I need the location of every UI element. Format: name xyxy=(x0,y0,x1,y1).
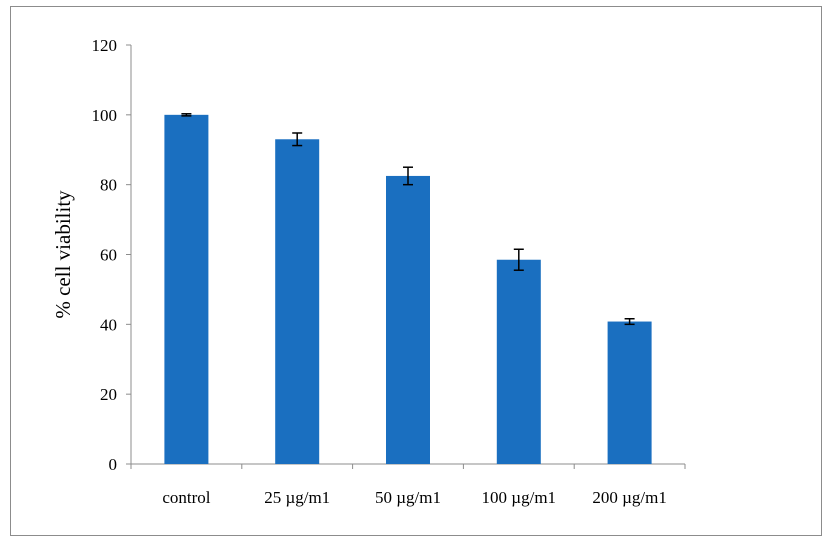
error-bar xyxy=(292,132,303,147)
bar xyxy=(164,114,209,464)
error-bar xyxy=(181,113,192,117)
bar xyxy=(386,175,430,464)
y-tick-label: 0 xyxy=(109,455,118,474)
error-bars xyxy=(181,113,635,326)
y-axis-title: % cell viability xyxy=(51,190,75,319)
x-tick-label: 25 µg/m1 xyxy=(264,488,330,507)
error-bar xyxy=(513,248,524,271)
y-tick-label: 40 xyxy=(100,315,117,334)
y-ticks: 0 20 40 60 80 100 120 xyxy=(92,36,686,474)
bar xyxy=(496,259,541,464)
error-bar xyxy=(624,317,635,326)
x-tick-label: control xyxy=(162,488,210,507)
y-tick-label: 120 xyxy=(92,36,118,55)
x-tick-label: 100 µg/m1 xyxy=(482,488,557,507)
x-tick-labels: control 25 µg/m1 50 µg/m1 100 µg/m1 200 µg/m… xyxy=(162,488,667,507)
x-tick-label: 200 µg/m1 xyxy=(592,488,667,507)
bars xyxy=(164,114,652,464)
bar xyxy=(607,321,652,464)
bar xyxy=(275,139,320,464)
y-tick-label: 20 xyxy=(100,385,117,404)
error-bar xyxy=(403,166,413,186)
y-tick-label: 60 xyxy=(100,246,117,265)
x-tick-label: 50 µg/m1 xyxy=(375,488,441,507)
y-tick-label: 80 xyxy=(100,176,117,195)
y-tick-label: 100 xyxy=(92,106,118,125)
